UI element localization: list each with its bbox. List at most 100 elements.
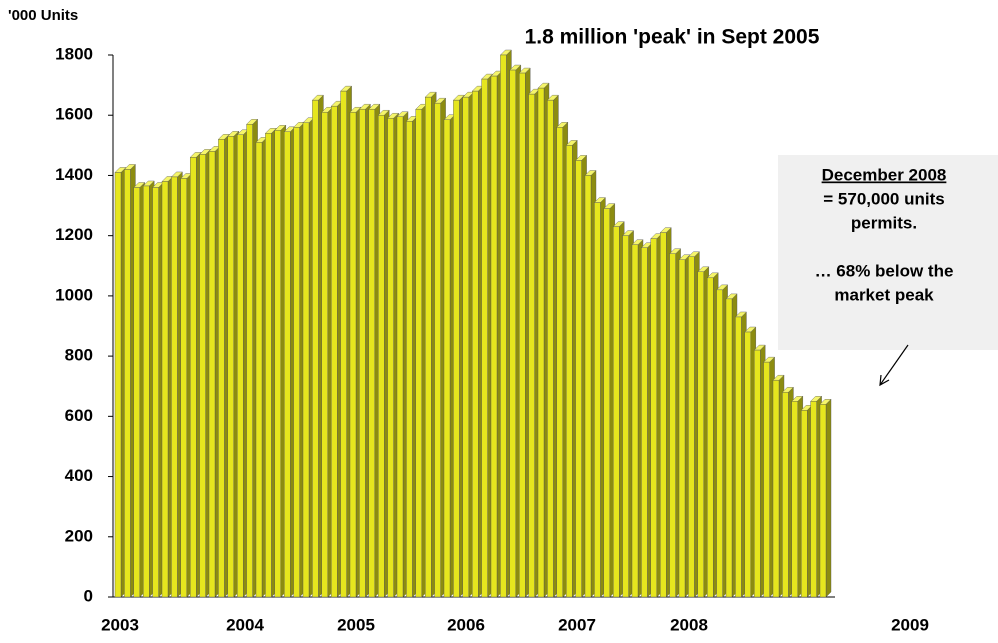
bar xyxy=(678,259,686,598)
bar xyxy=(284,131,291,598)
x-tick-label: 2008 xyxy=(670,615,708,634)
bar xyxy=(547,99,554,598)
bar xyxy=(490,75,498,598)
bar xyxy=(415,108,422,598)
bar xyxy=(293,127,300,598)
bar xyxy=(744,331,751,598)
bar xyxy=(472,90,479,598)
bar xyxy=(500,54,507,598)
bar xyxy=(791,401,798,598)
x-tick-label: 2006 xyxy=(447,615,485,634)
bar xyxy=(349,112,357,598)
bar xyxy=(434,102,441,598)
bar xyxy=(406,121,413,598)
bar xyxy=(537,87,545,598)
arrow xyxy=(879,344,909,386)
bar xyxy=(387,118,394,598)
bar xyxy=(819,404,827,598)
bar xyxy=(519,72,526,598)
chart-title: 1.8 million 'peak' in Sept 2005 xyxy=(525,26,820,49)
x-tick-label: 2005 xyxy=(337,615,375,634)
x-tick-label: 2009 xyxy=(891,615,929,634)
bar xyxy=(396,116,404,598)
bar xyxy=(359,108,366,598)
y-tick-label: 800 xyxy=(65,346,93,365)
bar xyxy=(782,392,789,598)
bar xyxy=(707,277,714,598)
bar xyxy=(227,136,235,598)
bar xyxy=(312,99,319,598)
bar xyxy=(218,139,225,598)
annotation-line: permits. xyxy=(851,213,917,232)
bar xyxy=(180,178,188,598)
bar xyxy=(725,298,733,598)
bar-side xyxy=(825,398,832,598)
bar xyxy=(801,410,808,598)
bar xyxy=(161,181,169,598)
bar xyxy=(763,361,770,598)
bar xyxy=(302,122,310,598)
y-tick-label: 1600 xyxy=(55,105,93,124)
bar xyxy=(199,154,206,598)
y-tick-label: 600 xyxy=(65,406,93,425)
bar xyxy=(650,238,657,598)
bar xyxy=(697,271,704,598)
bar xyxy=(265,133,272,598)
bar xyxy=(528,93,535,598)
y-tick-label: 1000 xyxy=(55,285,93,304)
bar xyxy=(556,127,563,598)
bar xyxy=(660,232,667,598)
bar xyxy=(171,176,178,598)
bar xyxy=(246,124,253,598)
y-tick-label: 400 xyxy=(65,466,93,485)
bar xyxy=(594,202,601,598)
bar xyxy=(340,90,347,598)
bar xyxy=(142,185,150,598)
bar xyxy=(688,256,695,598)
bar xyxy=(584,175,592,598)
bar xyxy=(255,142,263,598)
bar xyxy=(613,226,620,598)
bar xyxy=(622,235,629,598)
bar xyxy=(321,112,328,598)
annotation-box xyxy=(778,155,998,350)
y-tick-label: 200 xyxy=(65,526,93,545)
bar xyxy=(810,401,817,598)
bar xyxy=(331,105,338,598)
bar xyxy=(236,134,244,598)
bar xyxy=(566,145,573,598)
bar xyxy=(631,244,639,598)
bar xyxy=(462,96,469,598)
bar xyxy=(152,187,159,598)
bar xyxy=(114,172,122,598)
bar xyxy=(481,78,488,598)
bar xyxy=(772,380,780,598)
bar xyxy=(641,247,648,598)
bar xyxy=(133,187,141,598)
x-tick-label: 2004 xyxy=(226,615,264,634)
y-tick-label: 1200 xyxy=(55,225,93,244)
bar xyxy=(425,96,432,598)
annotation-line: = 570,000 units xyxy=(823,189,944,208)
arrow-head xyxy=(879,374,890,387)
y-tick-label: 1400 xyxy=(55,165,93,184)
annotation-line: … 68% below the xyxy=(815,261,954,280)
annotation-line: market peak xyxy=(834,285,934,304)
y-tick-label: 0 xyxy=(84,586,93,605)
bar xyxy=(603,208,610,598)
bar xyxy=(669,253,676,598)
bar xyxy=(453,99,460,598)
y-axis-label: '000 Units xyxy=(8,7,78,24)
bar xyxy=(274,130,281,598)
bar xyxy=(754,349,761,598)
bar xyxy=(368,108,375,598)
bar xyxy=(378,115,385,598)
x-tick-label: 2003 xyxy=(101,615,139,634)
bar xyxy=(443,119,451,598)
y-tick-label: 1800 xyxy=(55,44,93,63)
bar xyxy=(189,157,197,598)
bar xyxy=(735,316,742,598)
bar xyxy=(716,289,723,598)
annotation-heading: December 2008 xyxy=(822,165,947,184)
